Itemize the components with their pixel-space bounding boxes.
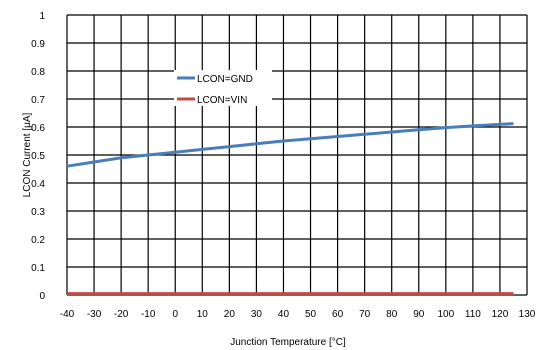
x-axis-title: Junction Temperature [°C] [230,337,346,348]
x-tick-label: 50 [305,309,317,320]
x-tick-label: 80 [386,309,398,320]
series-line-lcon-gnd [66,122,514,168]
tick-labels: 0 0.1 0.2 0.3 0.4 0.5 0.6 0.7 0.8 0.9 1 -40 -30 -20 -1… [31,11,536,320]
legend: LCON=GND LCON=VIN [174,70,272,106]
y-tick-label: 0.4 [31,179,45,190]
x-tick-label: 0 [172,309,178,320]
y-tick-label: 0.6 [31,123,45,134]
x-tick-label: 70 [359,309,371,320]
y-tick-label: 0.8 [31,67,45,78]
x-tick-label: 100 [437,309,454,320]
x-tick-label: 20 [224,309,236,320]
y-tick-label: 0.2 [31,235,45,246]
x-tick-label: -40 [60,309,75,320]
x-tick-label: -20 [114,309,129,320]
y-axis-title: LCON Current [μA] [22,112,33,197]
y-tick-label: 0.7 [31,95,45,106]
x-tick-label: 30 [251,309,263,320]
y-tick-label: 0.1 [31,263,45,274]
x-tick-label: 130 [519,309,536,320]
x-tick-label: 90 [413,309,425,320]
y-tick-label: 1 [39,11,45,22]
x-tick-label: 120 [492,309,509,320]
x-tick-label: -30 [87,309,102,320]
y-tick-label: 0.5 [31,151,45,162]
series-layer [66,122,514,296]
y-tick-label: 0.9 [31,39,45,50]
x-tick-label: 60 [332,309,344,320]
x-tick-label: -10 [141,309,156,320]
x-tick-label: 40 [278,309,290,320]
x-tick-label: 110 [465,309,481,320]
y-tick-label: 0.3 [31,207,45,218]
legend-label-lcon-vin: LCON=VIN [197,95,247,106]
legend-label-lcon-gnd: LCON=GND [197,74,253,85]
y-tick-label: 0 [39,291,45,302]
x-tick-label: 10 [197,309,209,320]
